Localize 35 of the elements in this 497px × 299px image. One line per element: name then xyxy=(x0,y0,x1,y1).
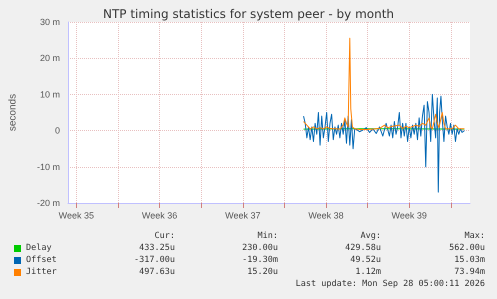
text: 562.00u xyxy=(449,243,485,253)
legend-label: Offset xyxy=(26,255,57,266)
text: Last update: Mon Sep 28 05:00:11 2026 xyxy=(296,279,485,289)
line-series xyxy=(303,94,465,193)
x-tick-label: Week 37 xyxy=(225,210,260,220)
text: 497.63u xyxy=(139,267,175,277)
text: 230.00u xyxy=(242,243,278,253)
text: 73.94m xyxy=(454,267,485,277)
y-tick-label: 30 m xyxy=(40,17,60,27)
text: Avg: xyxy=(360,231,381,241)
y-tick-label: 0 xyxy=(54,126,60,136)
text: -19.30m xyxy=(242,255,278,265)
legend-label: Delay xyxy=(26,243,52,254)
y-tick-label: 10 m xyxy=(40,89,60,100)
text: 49.52u xyxy=(350,255,381,265)
x-tick-label: Week 35 xyxy=(58,210,94,220)
text: Cur: xyxy=(154,231,175,241)
y-tick-label: 20 m xyxy=(40,53,60,64)
text: Min: xyxy=(258,231,278,241)
text: Max: xyxy=(464,231,485,241)
chart-title: NTP timing statistics for system peer - by month xyxy=(102,7,394,21)
legend-label: Jitter xyxy=(26,267,57,278)
text: -317.00u xyxy=(134,255,175,265)
x-tick-label: Week 36 xyxy=(142,210,178,220)
text: 433.25u xyxy=(139,243,175,253)
text: 15.20u xyxy=(247,267,278,277)
x-tick-label: Week 39 xyxy=(392,210,427,220)
text: 15.03m xyxy=(454,255,485,265)
x-tick-label: Week 38 xyxy=(308,210,344,220)
line-series xyxy=(303,38,465,130)
y-axis-title: seconds xyxy=(8,94,18,132)
text: 429.58u xyxy=(345,243,381,253)
y-tick-label: -20 m xyxy=(36,198,60,208)
y-tick-label: -10 m xyxy=(36,162,60,172)
text: 1.12m xyxy=(355,267,381,277)
